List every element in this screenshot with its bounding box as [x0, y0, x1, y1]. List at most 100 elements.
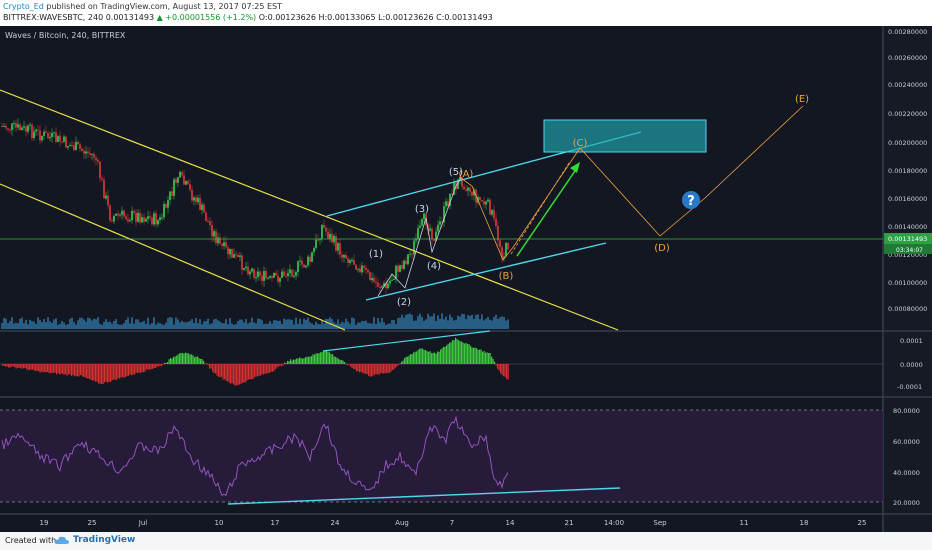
macd-histogram-bar	[143, 364, 145, 373]
macd-histogram-bar	[429, 351, 431, 364]
volume-bar	[265, 323, 267, 329]
macd-histogram-bar	[134, 364, 136, 375]
macd-histogram-bar	[359, 364, 361, 373]
candle-body	[499, 240, 501, 248]
macd-histogram-bar	[494, 361, 496, 364]
volume-bar	[165, 322, 167, 329]
volume-bar	[401, 314, 403, 329]
macd-histogram-bar	[219, 364, 221, 378]
price-tick-label: 0.00180000	[888, 167, 927, 175]
macd-histogram-bar	[164, 362, 166, 364]
volume-bar	[247, 323, 249, 329]
macd-histogram-bar	[381, 364, 383, 374]
macd-histogram-bar	[62, 364, 64, 374]
volume-bar	[377, 317, 379, 329]
macd-histogram-bar	[342, 360, 344, 364]
macd-histogram-bar	[483, 350, 485, 364]
candle-body	[75, 141, 77, 151]
macd-histogram-bar	[99, 364, 101, 384]
macd-histogram-bar	[506, 364, 508, 379]
macd-histogram-bar	[314, 354, 316, 364]
volume-bar	[61, 321, 63, 329]
volume-bar	[469, 315, 471, 329]
macd-histogram-bar	[90, 364, 92, 381]
macd-histogram-bar	[39, 364, 41, 373]
macd-histogram-bar	[419, 348, 421, 364]
candle-body	[353, 259, 355, 265]
candle-body	[85, 151, 87, 154]
macd-histogram-bar	[15, 364, 17, 369]
macd-histogram-bar	[293, 359, 295, 364]
volume-bar	[209, 324, 211, 329]
macd-histogram-bar	[408, 355, 410, 364]
macd-histogram-bar	[507, 364, 509, 380]
candle-body	[97, 160, 99, 162]
macd-histogram-bar	[456, 339, 458, 364]
channel-upper-line[interactable]	[0, 89, 619, 331]
macd-histogram-bar	[266, 364, 268, 374]
macd-histogram-bar	[44, 364, 46, 372]
volume-bar	[49, 321, 51, 329]
macd-histogram-bar	[33, 364, 35, 371]
candle-body	[59, 135, 61, 142]
macd-histogram-bar	[315, 353, 317, 364]
macd-histogram-bar	[78, 364, 80, 377]
tradingview-logo[interactable]: TradingView	[54, 534, 135, 546]
macd-histogram-bar	[468, 344, 470, 364]
macd-histogram-bar	[474, 347, 476, 364]
volume-bar	[117, 324, 119, 329]
time-tick-label: 24	[331, 519, 340, 527]
rsi-trend-line[interactable]	[227, 487, 621, 505]
volume-bar	[167, 318, 169, 329]
macd-histogram-bar	[245, 364, 247, 383]
pane-title: Waves / Bitcoin, 240, BITTREX	[5, 31, 126, 40]
macd-histogram-bar	[12, 364, 14, 367]
macd-histogram-bar	[249, 364, 251, 380]
candle-body	[493, 210, 495, 219]
macd-histogram-bar	[198, 358, 200, 364]
macd-histogram-bar	[435, 353, 437, 364]
macd-histogram-bar	[156, 364, 158, 367]
question-mark-icon[interactable]	[682, 191, 700, 209]
candle-body	[155, 213, 157, 225]
volume-bar	[29, 319, 31, 329]
impulse-wave-path[interactable]	[377, 177, 462, 297]
candle-body	[191, 189, 193, 201]
channel-lower-line[interactable]	[0, 183, 346, 331]
volume-bar	[85, 321, 87, 329]
candle-body	[269, 276, 271, 278]
macd-histogram-bar	[447, 343, 449, 364]
macd-histogram-bar	[288, 361, 290, 364]
wave-label-3: (3)	[415, 204, 429, 215]
candle-body	[397, 265, 399, 272]
author-link[interactable]: Crypto_Ed	[3, 2, 44, 11]
volume-bar	[107, 321, 109, 329]
macd-histogram-bar	[498, 364, 500, 371]
macd-histogram-bar	[254, 364, 256, 377]
candle-body	[471, 191, 473, 196]
chart-canvas[interactable]: Waves / Bitcoin, 240, BITTREX (1) (2) (3…	[0, 26, 932, 532]
macd-histogram-bar	[72, 364, 74, 375]
countdown-value: 03:34:07	[896, 247, 923, 254]
candle-body	[71, 144, 73, 146]
candle-body	[95, 157, 97, 161]
macd-histogram-bar	[477, 349, 479, 364]
macd-histogram-bar	[83, 364, 85, 377]
volume-bar	[407, 314, 409, 329]
candle-body	[283, 271, 285, 276]
macd-divergence-line[interactable]	[322, 330, 491, 352]
macd-histogram-bar	[458, 340, 460, 364]
bullish-arrow-line[interactable]	[516, 167, 578, 257]
candle-body	[79, 144, 81, 149]
candle-body	[343, 254, 345, 258]
target-zone-box[interactable]	[543, 119, 707, 153]
macd-histogram-bar	[215, 364, 217, 374]
macd-histogram-bar	[449, 342, 451, 364]
macd-histogram-bar	[228, 364, 230, 383]
macd-histogram-bar	[371, 364, 373, 377]
rising-channel-lower-line[interactable]	[365, 242, 607, 301]
macd-histogram-bar	[260, 364, 262, 376]
volume-bar	[493, 316, 495, 329]
time-axis: 19 25 Jul 10 17 24 Aug 7 14 21 14:00 Sep 11 18 25	[40, 519, 867, 527]
macd-histogram-bar	[455, 337, 457, 364]
